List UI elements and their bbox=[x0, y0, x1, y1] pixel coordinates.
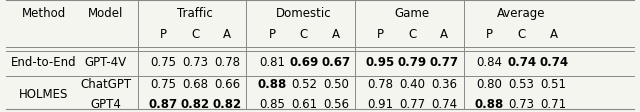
Text: GPT4: GPT4 bbox=[90, 98, 121, 111]
Text: 0.36: 0.36 bbox=[431, 79, 457, 92]
Text: ChatGPT: ChatGPT bbox=[80, 79, 131, 92]
Text: P: P bbox=[377, 28, 383, 41]
Text: Method: Method bbox=[21, 7, 66, 20]
Text: 0.82: 0.82 bbox=[180, 98, 210, 111]
Text: 0.78: 0.78 bbox=[367, 79, 393, 92]
Text: 0.74: 0.74 bbox=[507, 56, 536, 69]
Text: 0.73: 0.73 bbox=[182, 56, 208, 69]
Text: 0.71: 0.71 bbox=[541, 98, 566, 111]
Text: 0.79: 0.79 bbox=[397, 56, 427, 69]
Text: Domestic: Domestic bbox=[276, 7, 332, 20]
Text: 0.69: 0.69 bbox=[289, 56, 319, 69]
Text: Average: Average bbox=[497, 7, 546, 20]
Text: 0.77: 0.77 bbox=[399, 98, 425, 111]
Text: 0.95: 0.95 bbox=[365, 56, 395, 69]
Text: 0.78: 0.78 bbox=[214, 56, 240, 69]
Text: 0.77: 0.77 bbox=[429, 56, 459, 69]
Text: 0.85: 0.85 bbox=[259, 98, 285, 111]
Text: P: P bbox=[269, 28, 275, 41]
Text: 0.66: 0.66 bbox=[214, 79, 240, 92]
Text: P: P bbox=[486, 28, 493, 41]
Text: C: C bbox=[300, 28, 308, 41]
Text: A: A bbox=[332, 28, 340, 41]
Text: 0.53: 0.53 bbox=[509, 79, 534, 92]
Text: 0.91: 0.91 bbox=[367, 98, 393, 111]
Text: A: A bbox=[440, 28, 448, 41]
Text: C: C bbox=[408, 28, 416, 41]
Text: 0.81: 0.81 bbox=[259, 56, 285, 69]
Text: Traffic: Traffic bbox=[177, 7, 213, 20]
Text: 0.52: 0.52 bbox=[291, 79, 317, 92]
Text: A: A bbox=[223, 28, 231, 41]
Text: 0.56: 0.56 bbox=[323, 98, 349, 111]
Text: Model: Model bbox=[88, 7, 124, 20]
Text: C: C bbox=[518, 28, 525, 41]
Text: GPT-4V: GPT-4V bbox=[84, 56, 127, 69]
Text: 0.61: 0.61 bbox=[291, 98, 317, 111]
Text: Game: Game bbox=[395, 7, 429, 20]
Text: 0.88: 0.88 bbox=[475, 98, 504, 111]
Text: 0.87: 0.87 bbox=[148, 98, 178, 111]
Text: 0.82: 0.82 bbox=[212, 98, 242, 111]
Text: 0.73: 0.73 bbox=[509, 98, 534, 111]
Text: 0.84: 0.84 bbox=[477, 56, 502, 69]
Text: 0.74: 0.74 bbox=[539, 56, 568, 69]
Text: 0.75: 0.75 bbox=[150, 79, 176, 92]
Text: 0.50: 0.50 bbox=[323, 79, 349, 92]
Text: 0.80: 0.80 bbox=[477, 79, 502, 92]
Text: 0.51: 0.51 bbox=[541, 79, 566, 92]
Text: 0.88: 0.88 bbox=[257, 79, 287, 92]
Text: 0.40: 0.40 bbox=[399, 79, 425, 92]
Text: P: P bbox=[160, 28, 166, 41]
Text: HOLMES: HOLMES bbox=[19, 88, 68, 101]
Text: End-to-End: End-to-End bbox=[11, 56, 76, 69]
Text: 0.67: 0.67 bbox=[321, 56, 351, 69]
Text: 0.74: 0.74 bbox=[431, 98, 457, 111]
Text: C: C bbox=[191, 28, 199, 41]
Text: 0.68: 0.68 bbox=[182, 79, 208, 92]
Text: A: A bbox=[550, 28, 557, 41]
Text: 0.75: 0.75 bbox=[150, 56, 176, 69]
